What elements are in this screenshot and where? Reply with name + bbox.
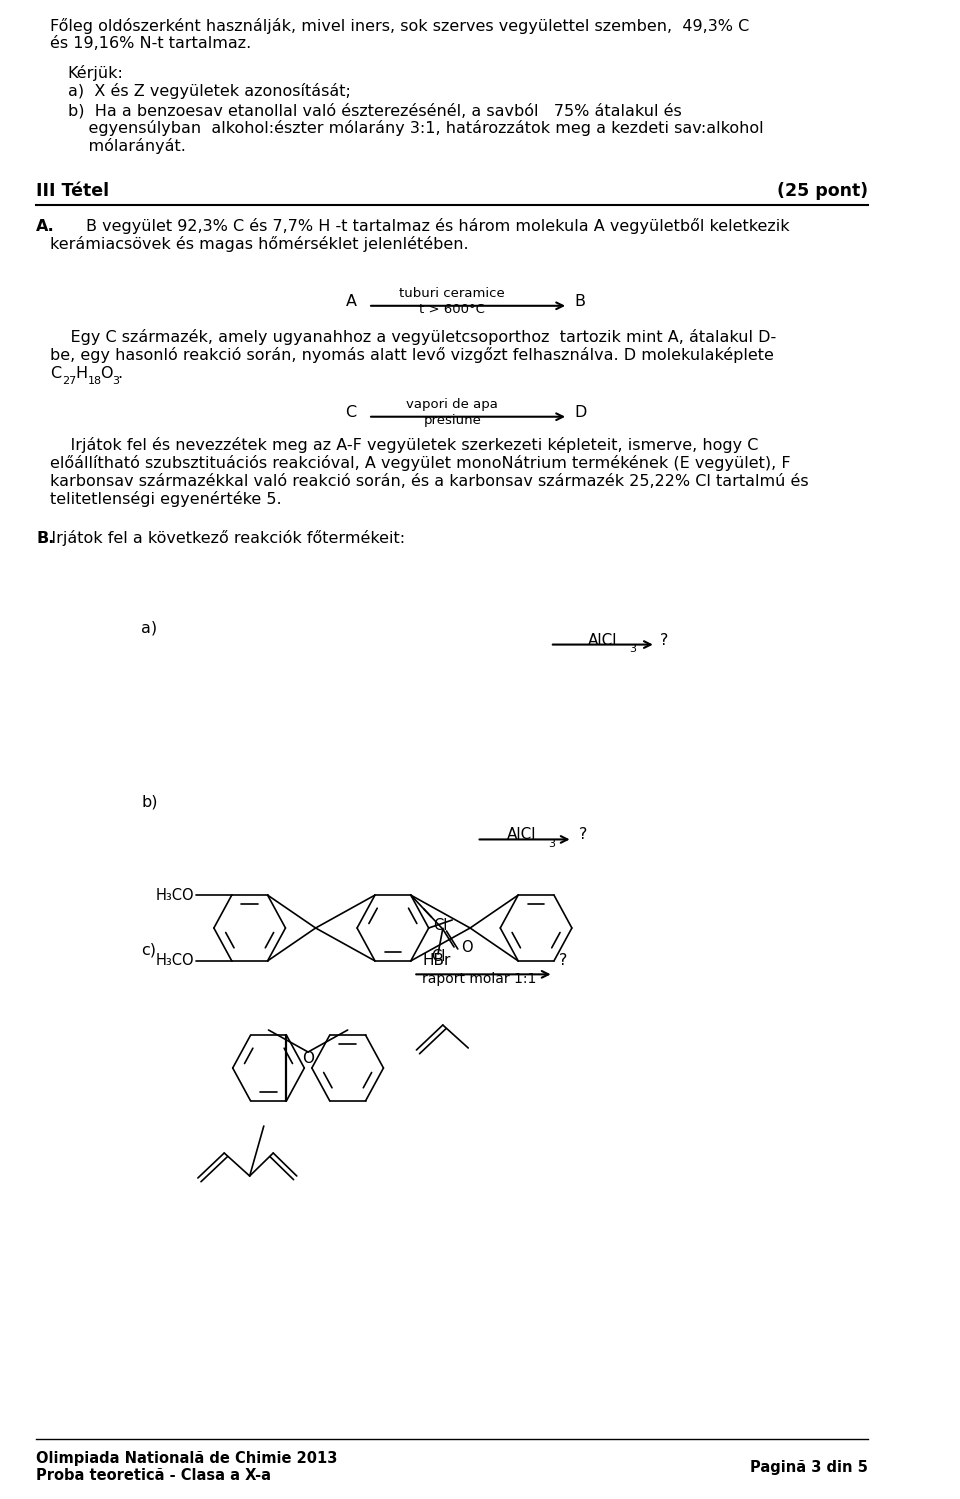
Text: H₃CO: H₃CO <box>156 887 194 902</box>
Text: Irjátok fel a következő reakciók főtermékeit:: Irjátok fel a következő reakciók főtermé… <box>36 529 405 546</box>
Text: A: A <box>346 294 356 309</box>
Text: B.: B. <box>36 531 55 546</box>
Text: 3: 3 <box>630 645 636 654</box>
Text: ?: ? <box>660 633 668 648</box>
Text: (25 pont): (25 pont) <box>778 183 868 201</box>
Text: .: . <box>117 366 123 381</box>
Text: a)  X és Z vegyületek azonosítását;: a) X és Z vegyületek azonosítását; <box>68 82 350 99</box>
Text: Irjátok fel és nevezzétek meg az A-F vegyületek szerkezeti képleteit, ismerve, h: Irjátok fel és nevezzétek meg az A-F veg… <box>50 436 758 453</box>
Text: AlCl: AlCl <box>507 827 536 842</box>
Text: telitetlenségi egyenértéke 5.: telitetlenségi egyenértéke 5. <box>50 490 281 507</box>
Text: mólarányát.: mólarányát. <box>68 138 185 154</box>
Text: 27: 27 <box>62 376 77 385</box>
Text: Cl: Cl <box>431 949 445 964</box>
Text: AlCl: AlCl <box>588 633 617 648</box>
Text: H₃CO: H₃CO <box>156 953 194 968</box>
Text: C: C <box>346 405 356 420</box>
Text: O: O <box>462 940 473 955</box>
Text: Olimpiada Natională de Chimie 2013: Olimpiada Natională de Chimie 2013 <box>36 1451 338 1466</box>
Text: O: O <box>302 1051 314 1066</box>
Text: ?: ? <box>579 827 588 842</box>
Text: és 19,16% N-t tartalmaz.: és 19,16% N-t tartalmaz. <box>50 36 251 51</box>
Text: vapori de apa: vapori de apa <box>406 397 498 411</box>
Text: presiune: presiune <box>423 414 481 427</box>
Text: Főleg oldószerként használják, mivel iners, sok szerves vegyülettel szemben,  49: Főleg oldószerként használják, mivel ine… <box>50 18 749 34</box>
Text: be, egy hasonló reakció során, nyomás alatt levő vizgőzt felhasználva. D molekul: be, egy hasonló reakció során, nyomás al… <box>50 346 774 363</box>
Text: raport molar 1:1: raport molar 1:1 <box>422 973 537 986</box>
Text: a): a) <box>141 621 157 636</box>
Text: Cl: Cl <box>433 917 447 932</box>
Text: t > 600°C: t > 600°C <box>420 303 485 316</box>
Text: karbonsav származékkal való reakció során, és a karbonsav származék 25,22% Cl ta: karbonsav származékkal való reakció sorá… <box>50 474 808 489</box>
Text: Proba teoretică - Clasa a X-a: Proba teoretică - Clasa a X-a <box>36 1468 271 1483</box>
Text: B: B <box>574 294 586 309</box>
Text: A.: A. <box>36 219 55 234</box>
Text: 3: 3 <box>112 376 119 385</box>
Text: Egy C származék, amely ugyanahhoz a vegyületcsoporthoz  tartozik mint A, átalaku: Egy C származék, amely ugyanahhoz a vegy… <box>50 328 776 345</box>
Text: H: H <box>75 366 87 381</box>
Text: b)  Ha a benzoesav etanollal való észterezésénél, a savból   75% átalakul és: b) Ha a benzoesav etanollal való észtere… <box>68 103 682 118</box>
Text: Kérjük:: Kérjük: <box>68 64 124 81</box>
Text: kerámiacsövek és magas hőmérséklet jelenlétében.: kerámiacsövek és magas hőmérséklet jele… <box>50 235 468 252</box>
Text: B vegyület 92,3% C és 7,7% H -t tartalmaz és három molekula A vegyületből keletk: B vegyület 92,3% C és 7,7% H -t tartalma… <box>86 217 789 234</box>
Text: 3: 3 <box>548 839 555 848</box>
Text: 18: 18 <box>87 376 102 385</box>
Text: III Tétel: III Tétel <box>36 183 109 201</box>
Text: c): c) <box>141 943 156 958</box>
Text: előállítható szubsztituációs reakcióval, A vegyület monoNátrium termékének (E ve: előállítható szubsztituációs reakcióval,… <box>50 454 790 471</box>
Text: HBr: HBr <box>422 953 451 968</box>
Text: D: D <box>574 405 587 420</box>
Text: ?: ? <box>559 953 567 968</box>
Text: C: C <box>50 366 60 381</box>
Text: egyensúlyban  alkohol:észter mólarány 3:1, határozzátok meg a kezdeti sav:alkoho: egyensúlyban alkohol:észter mólarány 3:1… <box>68 120 763 136</box>
Text: O: O <box>101 366 113 381</box>
Text: tuburi ceramice: tuburi ceramice <box>399 286 505 300</box>
Text: Pagină 3 din 5: Pagină 3 din 5 <box>751 1460 868 1475</box>
Text: b): b) <box>141 794 157 809</box>
